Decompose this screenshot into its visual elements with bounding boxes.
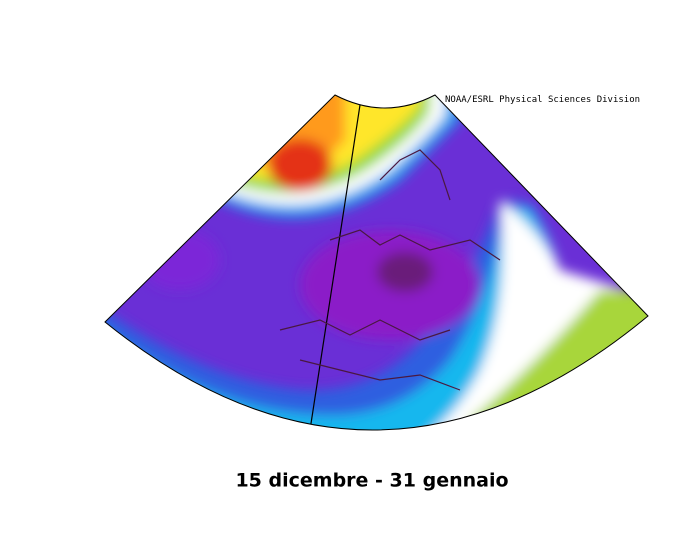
- caption: 15 dicembre - 31 gennaio: [235, 470, 508, 492]
- map-border: [104, 94, 649, 431]
- anomaly-field: [105, 95, 648, 431]
- credit: NOAA/ESRL Physical Sciences Division: [445, 95, 640, 105]
